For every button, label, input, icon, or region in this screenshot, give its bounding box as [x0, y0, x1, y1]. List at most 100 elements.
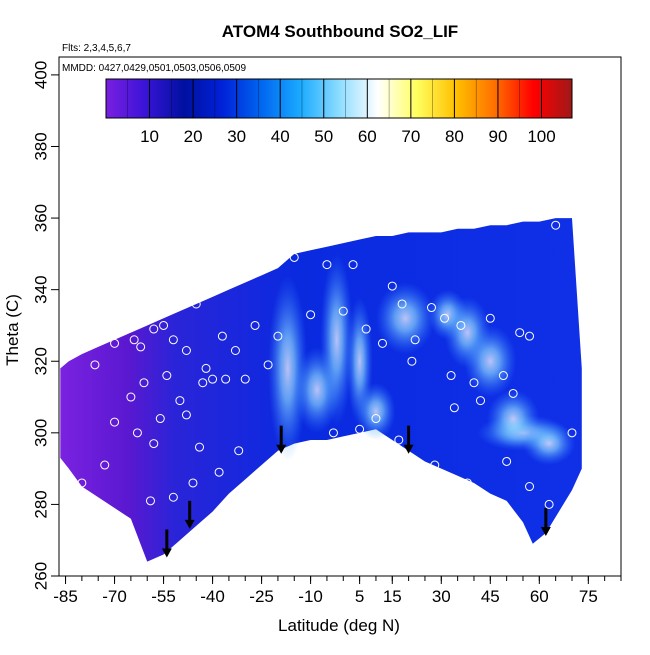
- minimum-theta-arrow-2: [276, 425, 287, 454]
- sample-point-64: [139, 378, 149, 388]
- y-tick-label-6: 380: [32, 132, 51, 160]
- sample-point-15: [250, 320, 260, 330]
- concentration-field: [60, 218, 582, 562]
- sample-point-53: [394, 435, 404, 445]
- x-axis: -85 -70 -55 -40 -25 -10 5 15 30 45 60 75: [53, 576, 622, 606]
- sample-point-1: [110, 338, 120, 348]
- y-axis: 260 280 300 320 340 360 380 400: [32, 61, 59, 590]
- sample-point-38: [77, 478, 87, 488]
- sample-point-4: [136, 342, 146, 352]
- sample-point-26: [397, 299, 407, 309]
- x-tick-label-3: -40: [200, 587, 225, 606]
- sample-point-66: [162, 371, 172, 381]
- sample-point-58: [502, 456, 512, 466]
- sample-point-20: [322, 260, 332, 270]
- sample-point-56: [462, 478, 472, 488]
- sample-point-25: [387, 281, 397, 291]
- sample-point-67: [181, 410, 191, 420]
- sample-point-14: [240, 374, 250, 384]
- sample-point-72: [476, 396, 485, 406]
- sample-point-18: [289, 252, 299, 262]
- sample-point-48: [214, 467, 224, 477]
- x-tick-label-0: -85: [53, 587, 78, 606]
- sample-point-21: [338, 306, 348, 316]
- sample-point-29: [440, 313, 450, 323]
- sample-point-33: [498, 371, 508, 381]
- sample-point-39: [100, 460, 110, 470]
- colorbar-tick-label-4: 50: [314, 127, 333, 146]
- x-tick-label-2: -55: [151, 587, 176, 606]
- y-tick-label-2: 300: [32, 419, 51, 447]
- sample-point-11: [208, 374, 218, 384]
- sample-point-9: [191, 299, 201, 309]
- x-tick-label-4: -25: [249, 587, 274, 606]
- x-tick-label-8: 30: [432, 587, 451, 606]
- sample-point-12: [217, 331, 227, 341]
- sample-point-71: [446, 371, 456, 381]
- colorbar-tick-label-8: 90: [489, 127, 508, 146]
- x-tick-label-1: -70: [102, 587, 127, 606]
- sample-point-43: [155, 414, 165, 424]
- sample-point-69: [221, 374, 231, 384]
- sample-point-44: [168, 492, 178, 502]
- minimum-theta-arrow-4: [540, 507, 551, 537]
- sample-point-68: [195, 442, 204, 452]
- x-tick-label-7: 15: [383, 587, 402, 606]
- sample-point-45: [175, 396, 185, 406]
- sample-point-13: [230, 346, 240, 356]
- x-tick-label-6: 5: [355, 587, 364, 606]
- y-tick-label-3: 320: [32, 347, 51, 375]
- sample-point-6: [159, 320, 169, 330]
- sample-point-37: [567, 428, 577, 438]
- sample-point-31: [469, 378, 479, 388]
- y-axis-label: Theta (C): [3, 294, 22, 366]
- y-tick-label-5: 360: [32, 204, 51, 232]
- sample-point-2: [123, 317, 133, 327]
- sample-point-52: [371, 414, 381, 424]
- sample-point-3: [129, 335, 139, 345]
- sample-point-32: [485, 313, 495, 323]
- sample-point-54: [430, 460, 440, 470]
- sample-point-42: [145, 496, 155, 506]
- field-highlight-10: [487, 389, 540, 448]
- sample-point-60: [544, 499, 554, 509]
- sample-point-40: [116, 514, 126, 524]
- sample-point-17: [273, 331, 283, 341]
- sample-point-30: [456, 320, 466, 330]
- x-axis-label: Latitude (deg N): [278, 616, 400, 635]
- x-tick-label-10: 60: [530, 587, 549, 606]
- sample-point-8: [181, 346, 191, 356]
- colorbar-tick-label-1: 20: [184, 127, 203, 146]
- colorbar: 10 20 30 40 50 60 70 80 90 100: [105, 78, 573, 146]
- sample-point-70: [407, 356, 417, 366]
- sample-point-19: [306, 310, 316, 320]
- plot-frame: [58, 56, 622, 577]
- sample-point-16: [263, 360, 273, 370]
- sample-point-61: [567, 499, 577, 509]
- flights-annotation: Flts: 2,3,4,5,6,7: [62, 43, 131, 54]
- sample-point-47: [198, 378, 208, 388]
- x-tick-label-11: 75: [579, 587, 598, 606]
- sample-point-59: [525, 482, 535, 492]
- y-tick-label-4: 340: [32, 275, 51, 303]
- field-highlight-2: [320, 253, 354, 426]
- sample-point-63: [126, 392, 136, 402]
- sample-point-10: [201, 363, 211, 373]
- minimum-theta-markers: [161, 425, 551, 558]
- sample-point-7: [168, 335, 178, 345]
- sample-point-73: [508, 388, 518, 398]
- sample-point-5: [149, 324, 159, 334]
- sample-point-57: [482, 499, 492, 509]
- colorbar-tick-label-9: 100: [527, 127, 555, 146]
- dates-annotation: MMDD: 0427,0429,0501,0503,0506,0509: [62, 63, 246, 74]
- x-tick-label-5: -10: [298, 587, 323, 606]
- sample-point-62: [110, 417, 120, 427]
- field-highlight-9: [522, 422, 576, 466]
- sample-point-23: [361, 324, 371, 334]
- sample-point-35: [525, 331, 535, 341]
- minimum-theta-arrow-1: [184, 500, 195, 529]
- chart-title: ATOM4 Southbound SO2_LIF: [222, 22, 458, 41]
- sample-point-28: [426, 303, 436, 313]
